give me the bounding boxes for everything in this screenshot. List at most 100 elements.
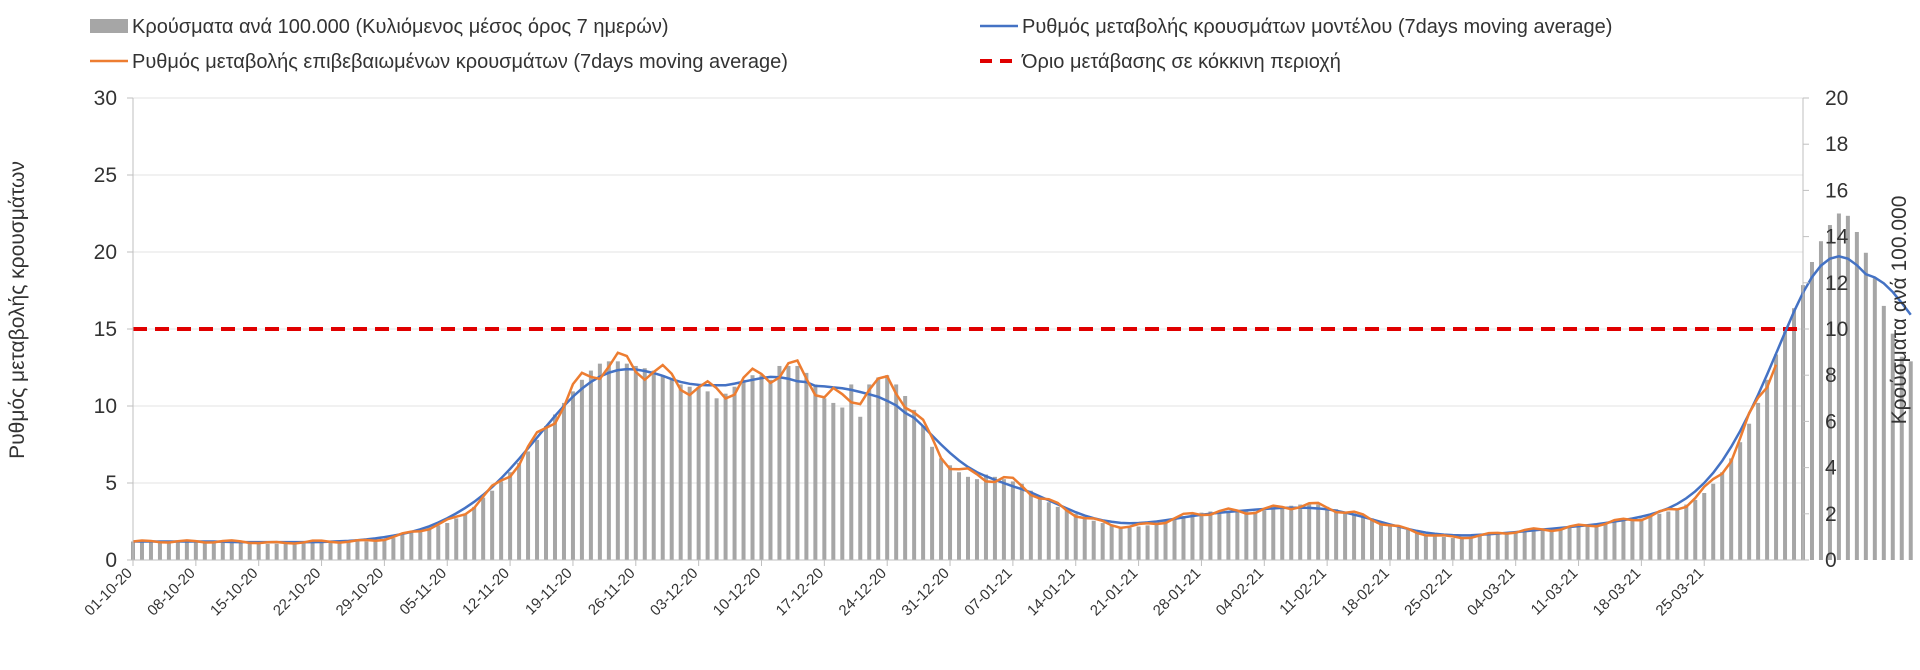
bar [1226,511,1231,560]
bar [1675,509,1680,560]
bar [1289,505,1294,560]
bar [409,532,414,560]
bar [157,541,162,560]
bar [1747,423,1752,560]
bar [526,451,531,560]
bar [1504,532,1509,560]
bar [1603,523,1608,560]
bar [355,541,360,560]
bar [229,541,234,560]
legend-threshold-label: Όριο μετάβασης σε κόκκινη περιοχή [1021,51,1341,73]
x-tick-label: 26-11-20 [585,565,639,619]
bar [633,365,638,560]
bar [903,395,908,560]
bar [615,361,620,560]
bar [831,402,836,560]
x-tick-label: 28-01-21 [1150,565,1204,619]
bar [1010,481,1015,560]
bar [1298,504,1303,560]
bar [1827,225,1832,561]
bar [175,541,180,560]
bar [346,541,351,560]
bar [1468,536,1473,560]
bar [319,541,324,560]
bar [364,541,369,560]
bar [427,527,432,560]
legend: Κρούσματα ανά 100.000 (Κυλιόμενος μέσος … [90,16,1612,73]
bar [382,539,387,560]
x-tick-label: 04-03-21 [1464,565,1518,619]
bar [535,439,540,560]
bar [292,541,297,560]
confirmed-line [132,351,1778,545]
bar [750,375,755,560]
bar [597,363,602,560]
bar [1019,483,1024,560]
bar [1100,523,1105,560]
bar [1190,513,1195,560]
bar [1037,497,1042,560]
bar [1899,356,1904,560]
bar [894,384,899,560]
x-tick-label: 04-02-21 [1213,565,1267,619]
bar [1630,519,1635,560]
x-tick-label: 31-12-20 [898,565,952,619]
confirmed-series [132,351,1778,545]
y-right-tick-label: 16 [1825,179,1848,202]
bar [1307,504,1312,560]
bar [211,541,216,560]
bar [265,543,270,560]
bar [849,384,854,560]
bar [1549,529,1554,560]
bar [373,540,378,560]
bar [561,402,566,560]
bar [642,368,647,560]
bar [238,541,243,560]
bar [1522,529,1527,560]
bar [741,379,746,560]
bar [1343,511,1348,560]
x-tick-label: 19-11-20 [522,565,576,619]
bar [939,458,944,560]
bar [1316,504,1321,560]
bar [400,534,405,560]
bar [1163,520,1168,560]
y-right-ticks: 0 2 4 6 8 10 12 14 16 18 20 [1803,87,1849,572]
bar [1765,379,1770,560]
bar [1181,516,1186,560]
bar [463,513,468,560]
y-left-tick-label: 25 [94,164,117,187]
gridlines [133,97,1803,484]
bar [1809,262,1814,560]
bar [274,543,279,560]
bar [445,523,450,560]
y-right-tick-label: 4 [1825,457,1837,480]
bar [544,426,549,560]
x-tick-label: 03-12-20 [647,565,701,619]
bar [876,377,881,560]
bar [1280,506,1285,560]
bar [1531,529,1536,560]
bar [1774,354,1779,560]
bar [310,541,315,560]
y-right-tick-label: 8 [1825,364,1837,387]
bar [974,479,979,560]
y-right-tick-label: 14 [1825,226,1849,249]
bars-series [131,213,1913,561]
bar [1495,533,1500,560]
x-ticks: 01-10-20 08-10-20 15-10-20 22-10-20 29-10-20… [81,560,1707,619]
bar [517,462,522,560]
bar [1854,231,1859,561]
x-tick-label: 11-02-21 [1276,565,1330,619]
bar [1208,511,1213,560]
bar [1693,499,1698,560]
bar [1046,502,1051,560]
bar [1271,509,1276,560]
bar [220,541,225,560]
bar [795,365,800,560]
bar [777,365,782,560]
bar [1118,526,1123,560]
y-left-tick-label: 0 [105,549,117,572]
bar [1648,516,1653,560]
bar [481,497,486,560]
